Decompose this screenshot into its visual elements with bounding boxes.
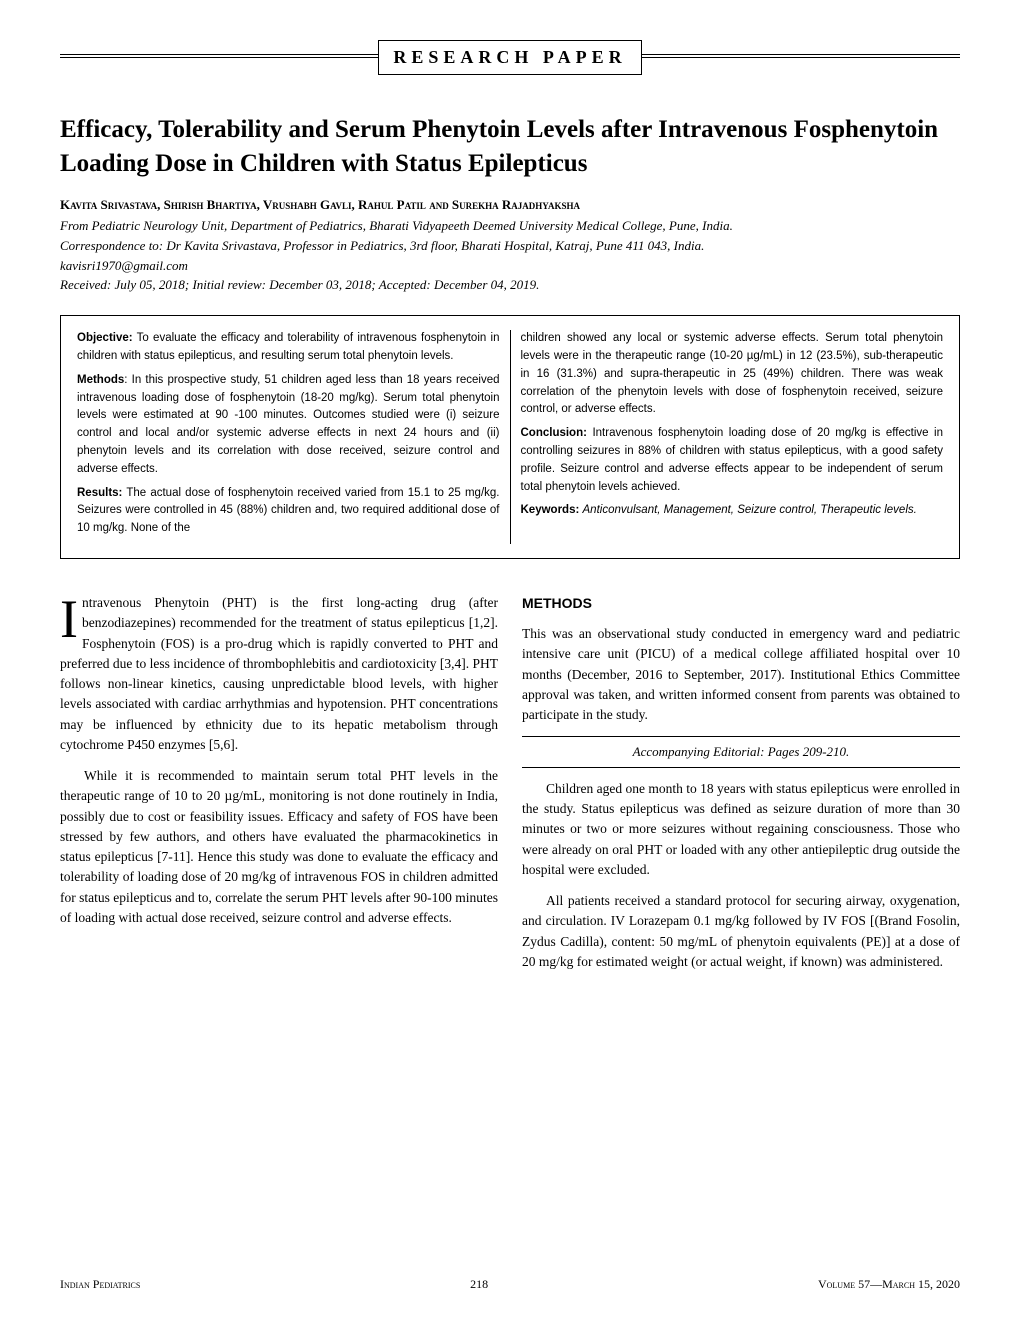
body-column-right: METHODS This was an observational study … — [522, 593, 960, 983]
correspondence-email: kavisri1970@gmail.com — [60, 257, 960, 275]
rule-right — [642, 57, 960, 58]
body-columns: Intravenous Phenytoin (PHT) is the first… — [60, 593, 960, 983]
abstract-column-right: children showed any local or systemic ad… — [511, 330, 944, 544]
footer-page-number: 218 — [470, 1277, 488, 1292]
methods-paragraph-3: All patients received a standard protoco… — [522, 891, 960, 972]
affiliation-line-1: From Pediatric Neurology Unit, Departmen… — [60, 217, 960, 235]
abstract-column-left: Objective: To evaluate the efficacy and … — [77, 330, 511, 544]
article-title: Efficacy, Tolerability and Serum Phenyto… — [60, 113, 960, 181]
objective-label: Objective: — [77, 332, 133, 344]
body-column-left: Intravenous Phenytoin (PHT) is the first… — [60, 593, 498, 983]
methods-text: : In this prospective study, 51 children… — [77, 374, 500, 475]
abstract-methods: Methods: In this prospective study, 51 c… — [77, 372, 500, 479]
results-label: Results: — [77, 487, 122, 499]
intro-paragraph-1: Intravenous Phenytoin (PHT) is the first… — [60, 593, 498, 755]
affiliation-line-2: Correspondence to: Dr Kavita Srivastava,… — [60, 237, 960, 255]
keywords-label: Keywords: — [521, 504, 580, 516]
rule-left — [60, 57, 378, 58]
abstract-results-cont: children showed any local or systemic ad… — [521, 330, 944, 419]
page-footer: Indian Pediatrics 218 Volume 57—March 15… — [60, 1277, 960, 1292]
abstract-results: Results: The actual dose of fosphenytoin… — [77, 485, 500, 538]
section-header: RESEARCH PAPER — [60, 40, 960, 75]
section-label-box: RESEARCH PAPER — [378, 40, 641, 75]
abstract-conclusion: Conclusion: Intravenous fosphenytoin loa… — [521, 425, 944, 496]
results-text: The actual dose of fosphenytoin received… — [77, 487, 500, 535]
methods-heading: METHODS — [522, 593, 960, 614]
keywords-text: Anticonvulsant, Management, Seizure cont… — [583, 504, 917, 516]
methods-paragraph-1: This was an observational study conducte… — [522, 624, 960, 725]
methods-label: Methods — [77, 374, 124, 386]
abstract-objective: Objective: To evaluate the efficacy and … — [77, 330, 500, 366]
objective-text: To evaluate the efficacy and tolerabilit… — [77, 332, 499, 362]
methods-paragraph-2: Children aged one month to 18 years with… — [522, 779, 960, 880]
intro-p1-text: ntravenous Phenytoin (PHT) is the first … — [60, 595, 498, 752]
conclusion-label: Conclusion: — [521, 427, 587, 439]
editorial-note: Accompanying Editorial: Pages 209-210. — [522, 736, 960, 768]
footer-journal: Indian Pediatrics — [60, 1277, 140, 1292]
article-dates: Received: July 05, 2018; Initial review:… — [60, 277, 960, 293]
intro-paragraph-2: While it is recommended to maintain seru… — [60, 766, 498, 928]
footer-volume-date: Volume 57—March 15, 2020 — [818, 1277, 960, 1292]
authors: Kavita Srivastava, Shirish Bhartiya, Vru… — [60, 197, 960, 213]
abstract-keywords: Keywords: Anticonvulsant, Management, Se… — [521, 502, 944, 520]
dropcap: I — [60, 593, 82, 643]
section-label: RESEARCH PAPER — [393, 47, 626, 67]
abstract-box: Objective: To evaluate the efficacy and … — [60, 315, 960, 559]
